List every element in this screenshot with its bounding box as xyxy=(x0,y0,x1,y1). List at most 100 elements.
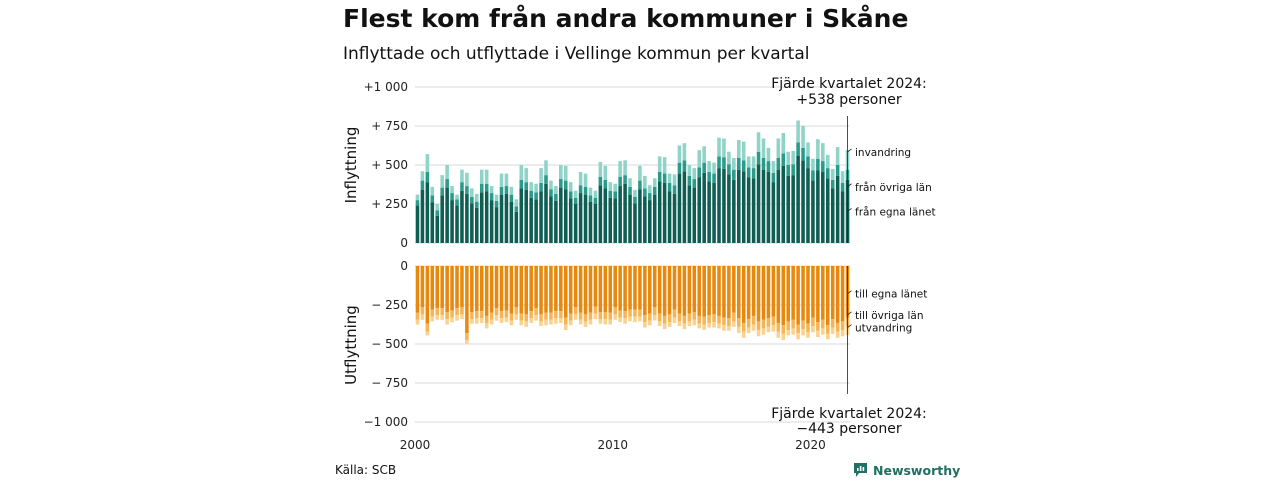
bar-in-immigration xyxy=(554,186,558,194)
bar-out-own-county xyxy=(781,266,786,326)
bar-out-own-county xyxy=(662,266,667,316)
bar-in-own-county xyxy=(766,172,771,243)
bar-out-own-county xyxy=(692,266,697,313)
bar-out-other-counties xyxy=(573,307,578,315)
bar-out-own-county xyxy=(638,266,642,310)
bar-in-other-counties xyxy=(746,167,751,178)
newsworthy-icon xyxy=(854,463,867,477)
bar-out-own-county xyxy=(430,266,435,310)
bar-out-emigration xyxy=(539,321,543,327)
bar-out-other-counties xyxy=(766,318,771,327)
bar-in-own-county xyxy=(746,177,751,243)
brand-logo[interactable]: Newsworthy xyxy=(853,462,960,478)
bar-in-other-counties xyxy=(450,193,454,201)
bar-out-emigration xyxy=(717,323,721,329)
bar-in-other-counties xyxy=(568,191,573,199)
bar-in-immigration xyxy=(717,137,721,157)
bar-out-own-county xyxy=(539,266,543,315)
bar-out-own-county xyxy=(479,266,484,312)
bar-out-own-county xyxy=(415,266,420,313)
bar-out-emigration xyxy=(806,332,810,338)
bar-in-immigration xyxy=(544,160,548,176)
bar-in-own-county xyxy=(524,189,528,243)
bar-in-own-county xyxy=(667,191,672,243)
bar-in-immigration xyxy=(514,199,519,207)
y-tick-label-out: 0 xyxy=(400,259,408,273)
bar-in-immigration xyxy=(484,169,489,184)
bar-out-own-county xyxy=(465,266,469,334)
bar-in-own-county xyxy=(761,169,766,243)
bar-in-immigration xyxy=(825,154,830,169)
bar-out-own-county xyxy=(732,266,736,313)
bar-in-own-county xyxy=(618,186,622,243)
bar-out-own-county xyxy=(840,266,845,322)
bar-in-other-counties xyxy=(702,162,706,173)
bar-in-immigration xyxy=(840,171,845,183)
bar-out-other-counties xyxy=(677,313,682,322)
series-label-out-other-counties-leader xyxy=(847,311,852,316)
bar-in-immigration xyxy=(648,185,652,194)
bar-in-other-counties xyxy=(786,165,790,176)
bar-in-other-counties xyxy=(514,206,519,212)
bar-out-emigration xyxy=(499,318,504,323)
bar-in-immigration xyxy=(524,168,528,183)
x-tick-label: 2000 xyxy=(400,438,431,452)
bar-out-emigration xyxy=(830,327,835,334)
bar-in-immigration xyxy=(499,173,504,187)
bar-in-own-county xyxy=(593,204,598,243)
bar-in-other-counties xyxy=(435,210,440,216)
bar-in-other-counties xyxy=(603,179,608,189)
bar-out-emigration xyxy=(440,315,444,320)
bar-in-immigration xyxy=(568,182,573,192)
bar-in-other-counties xyxy=(484,183,489,192)
bar-in-own-county xyxy=(499,194,504,243)
bar-in-own-county xyxy=(707,181,711,243)
bar-in-own-county xyxy=(430,202,435,243)
bar-out-own-county xyxy=(727,266,731,319)
bar-out-other-counties xyxy=(816,322,820,331)
y-tick-label-in: +1 000 xyxy=(364,80,408,94)
bar-in-immigration xyxy=(662,157,667,174)
bar-out-other-counties xyxy=(608,312,613,320)
bar-out-emigration xyxy=(791,328,795,335)
bar-out-other-counties xyxy=(682,315,687,324)
bar-out-emigration xyxy=(475,318,479,324)
bar-out-own-county xyxy=(746,266,751,320)
bar-out-other-counties xyxy=(489,312,494,320)
bar-in-own-county xyxy=(786,175,790,243)
bar-out-other-counties xyxy=(554,311,558,319)
bar-out-other-counties xyxy=(450,310,454,318)
bar-out-emigration xyxy=(662,323,667,330)
bar-in-other-counties xyxy=(835,165,840,176)
bar-out-other-counties xyxy=(746,319,751,328)
bar-in-immigration xyxy=(746,156,751,168)
bar-in-other-counties xyxy=(598,176,603,186)
y-tick-label-out: − 250 xyxy=(371,298,408,312)
bar-out-own-county xyxy=(791,266,795,320)
bar-in-other-counties xyxy=(539,182,543,192)
bar-in-immigration xyxy=(771,161,776,173)
bar-out-emigration xyxy=(741,331,746,338)
bar-out-emigration xyxy=(519,320,524,326)
bar-out-other-counties xyxy=(628,309,632,317)
bar-in-own-county xyxy=(539,191,543,243)
bar-in-own-county xyxy=(727,174,731,243)
bar-out-emigration xyxy=(578,319,583,325)
bar-in-other-counties xyxy=(652,186,657,195)
bar-out-emigration xyxy=(727,326,731,331)
bar-out-other-counties xyxy=(722,317,726,326)
bar-out-own-county xyxy=(623,266,627,312)
bar-in-immigration xyxy=(613,183,617,192)
bar-in-own-county xyxy=(504,193,509,243)
bar-in-immigration xyxy=(766,147,771,162)
bar-in-other-counties xyxy=(613,191,617,199)
y-tick-label-out: − 500 xyxy=(371,337,408,351)
bar-out-own-county xyxy=(568,266,573,314)
bar-out-own-county xyxy=(712,266,716,315)
bar-out-emigration xyxy=(746,327,751,334)
bar-in-other-counties xyxy=(445,179,449,188)
bar-in-own-county xyxy=(549,196,553,243)
bar-in-immigration xyxy=(722,138,726,158)
bar-out-own-county xyxy=(514,266,519,308)
bar-out-other-counties xyxy=(425,323,430,332)
